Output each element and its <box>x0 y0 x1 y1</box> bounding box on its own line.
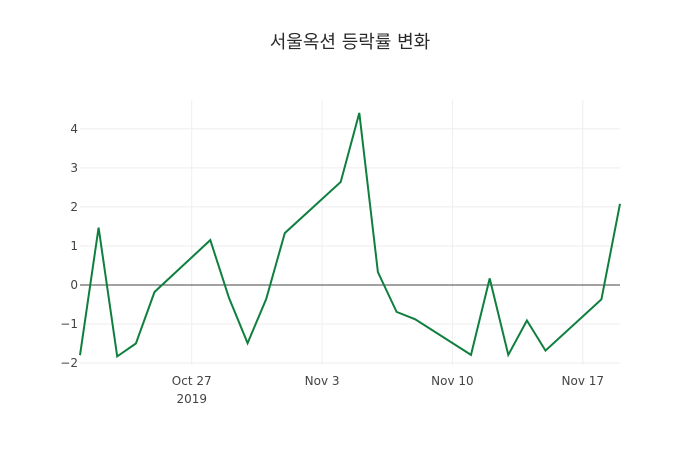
x-tick-label: Nov 3 <box>305 374 340 388</box>
y-tick-label: 2 <box>70 200 78 214</box>
x-gridlines <box>191 100 584 365</box>
y-tick-label: 1 <box>70 239 78 253</box>
y-tick-label: −1 <box>60 317 78 331</box>
y-tick-label: 0 <box>70 278 78 292</box>
x-axis-tick-labels: Oct 27 2019 Nov 3 Nov 10 Nov 17 <box>172 374 604 406</box>
data-line <box>79 112 621 359</box>
x-tick-label: Nov 10 <box>431 374 474 388</box>
x-tick-label: Oct 27 <box>172 374 212 388</box>
chart-title: 서울옥션 등락률 변화 <box>269 32 431 53</box>
y-gridlines <box>80 128 620 364</box>
x-tick-year-label: 2019 <box>176 392 207 406</box>
y-axis-tick-labels: −2 −1 0 1 2 3 4 <box>60 122 78 370</box>
y-tick-label: 4 <box>70 122 78 136</box>
y-tick-label: −2 <box>60 356 78 370</box>
y-tick-label: 3 <box>70 161 78 175</box>
x-tick-label: Nov 17 <box>562 374 605 388</box>
